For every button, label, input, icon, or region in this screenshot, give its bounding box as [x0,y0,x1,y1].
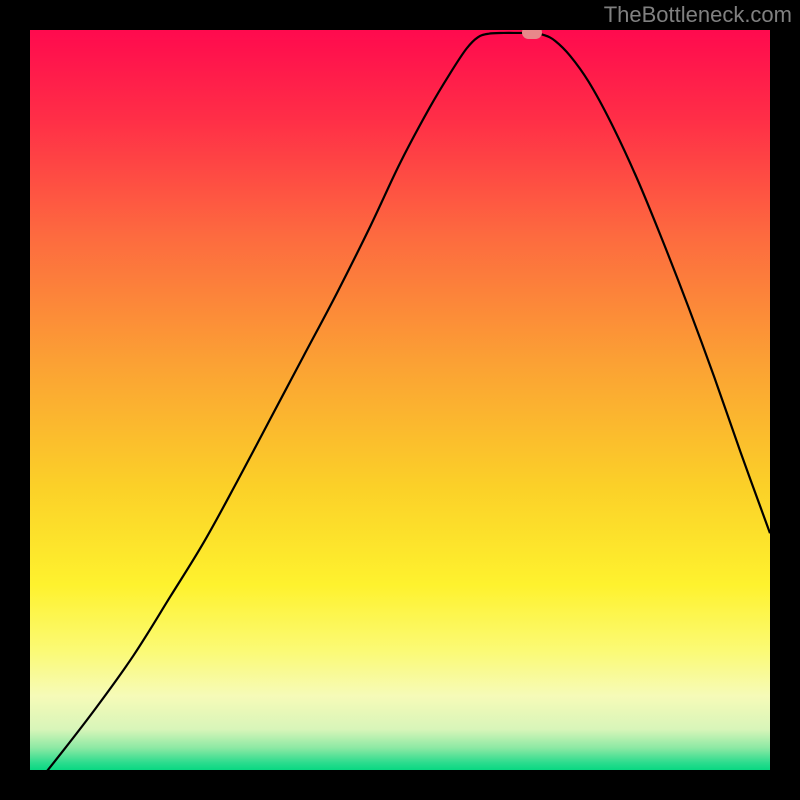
bottleneck-curve [30,30,770,770]
plot-area [30,30,770,770]
chart-container: TheBottleneck.com [0,0,800,800]
watermark-text: TheBottleneck.com [604,2,792,28]
optimal-point-marker [522,30,542,39]
